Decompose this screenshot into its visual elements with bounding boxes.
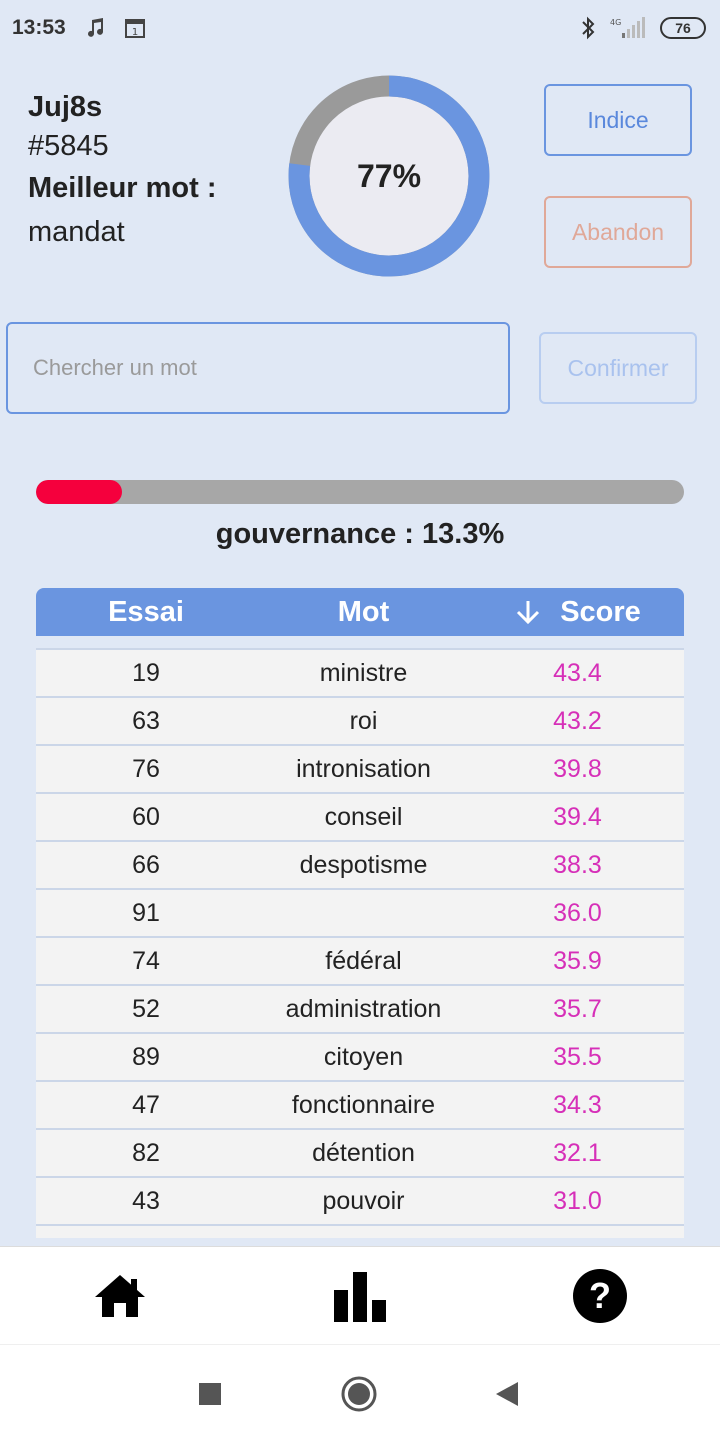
table-row: 82 détention 32.1 <box>36 1128 684 1176</box>
cell-essai: 47 <box>132 1090 160 1119</box>
cell-essai: 89 <box>132 1042 160 1071</box>
cell-mot: roi <box>349 706 378 735</box>
table-row: 43 pouvoir 31.0 <box>36 1176 684 1224</box>
cell-score: 39.8 <box>553 754 602 783</box>
table-row: 91 36.0 <box>36 888 684 936</box>
gauge-label: 77% <box>356 157 422 194</box>
nav-stats-button[interactable] <box>325 1261 395 1331</box>
table-row: 52 administration 35.7 <box>36 984 684 1032</box>
table-row: 19 ministre 43.4 <box>36 648 684 696</box>
recent-apps-icon <box>199 1383 221 1405</box>
cell-essai: 91 <box>132 898 160 927</box>
svg-text:1: 1 <box>132 27 138 38</box>
network-type: 4G <box>610 18 621 27</box>
help-icon: ? <box>573 1269 627 1323</box>
cell-mot: citoyen <box>323 1042 404 1071</box>
header-mot[interactable]: Mot <box>337 595 390 628</box>
bottom-nav: ? <box>0 1246 720 1344</box>
back-button[interactable] <box>482 1369 532 1419</box>
cell-essai: 66 <box>132 850 160 879</box>
cell-score: 43.4 <box>553 658 602 687</box>
nav-home-button[interactable] <box>85 1261 155 1331</box>
confirm-button[interactable]: Confirmer <box>539 332 697 404</box>
cell-score: 32.1 <box>553 1138 602 1167</box>
calendar-icon: 1 <box>124 17 146 39</box>
nav-help-button[interactable]: ? <box>565 1261 635 1331</box>
table-body: 19 ministre 43.4 63 roi 43.2 76 intronisation 39… <box>36 648 684 1238</box>
last-guess-progress-fill <box>36 480 123 504</box>
table-row: 47 fonctionnaire 34.3 <box>36 1080 684 1128</box>
cell-mot: pouvoir <box>322 1186 405 1215</box>
cell-mot: fédéral <box>325 946 402 975</box>
table-header: Essai Mot Score <box>36 588 684 636</box>
give-up-button[interactable]: Abandon <box>544 196 692 268</box>
guesses-table[interactable]: Essai Mot Score 19 ministre 43.4 63 roi 43.2 7… <box>36 588 684 1238</box>
table-row: 76 intronisation 39.8 <box>36 744 684 792</box>
home-icon <box>95 1275 145 1317</box>
music-note-icon <box>84 17 106 39</box>
back-icon <box>496 1382 518 1406</box>
cell-score: 38.3 <box>553 850 602 879</box>
home-circle-icon <box>341 1376 377 1412</box>
header-essai[interactable]: Essai <box>108 595 184 628</box>
cell-essai: 63 <box>132 706 160 735</box>
table-row: 60 conseil 39.4 <box>36 792 684 840</box>
last-guess-progress-track <box>36 480 684 504</box>
gauge-center <box>299 86 479 266</box>
cell-score: 35.5 <box>553 1042 602 1071</box>
search-input[interactable] <box>6 322 510 414</box>
cell-score: 35.7 <box>553 994 602 1023</box>
best-word-label: Meilleur mot : <box>28 172 217 204</box>
hint-button[interactable]: Indice <box>544 84 692 156</box>
cell-score: 35.9 <box>553 946 602 975</box>
best-word: mandat <box>28 216 125 248</box>
cell-mot: despotisme <box>299 850 428 879</box>
table-row: 74 fédéral 35.9 <box>36 936 684 984</box>
cell-score: 36.0 <box>553 898 602 927</box>
cell-essai: 19 <box>132 658 160 687</box>
header-score[interactable]: Score <box>471 596 684 629</box>
status-right: 4G 76 <box>580 16 706 40</box>
game-number: #5845 <box>28 130 109 162</box>
table-row: 89 citoyen 35.5 <box>36 1032 684 1080</box>
cell-score: 31.0 <box>553 1186 602 1215</box>
cell-score: 43.2 <box>553 706 602 735</box>
cell-mot: ministre <box>319 658 408 687</box>
svg-text:?: ? <box>589 1275 611 1316</box>
cell-essai: 43 <box>132 1186 160 1215</box>
last-guess-label: gouvernance : 13.3% <box>215 518 505 550</box>
recent-apps-button[interactable] <box>185 1369 235 1419</box>
cell-mot: fonctionnaire <box>291 1090 436 1119</box>
table-row-partial <box>36 1224 684 1238</box>
cell-mot: intronisation <box>296 754 431 783</box>
cell-score: 39.4 <box>553 802 602 831</box>
table-row: 63 roi 43.2 <box>36 696 684 744</box>
bluetooth-icon <box>580 16 596 40</box>
gauge-fill <box>288 75 490 277</box>
battery-indicator: 76 <box>660 17 706 39</box>
cell-essai: 76 <box>132 754 160 783</box>
cell-essai: 74 <box>132 946 160 975</box>
system-home-button[interactable] <box>334 1369 384 1419</box>
table-row: 66 despotisme 38.3 <box>36 840 684 888</box>
stats-icon <box>334 1272 386 1322</box>
status-left: 13:53 1 <box>12 16 146 40</box>
cell-essai: 82 <box>132 1138 160 1167</box>
cell-score: 34.3 <box>553 1090 602 1119</box>
cell-mot: détention <box>312 1138 415 1167</box>
status-time: 13:53 <box>12 16 66 39</box>
cell-essai: 52 <box>132 994 160 1023</box>
player-info: Juj8s #5845 Meilleur mot : mandat <box>28 90 217 256</box>
status-bar: 13:53 1 4G 76 <box>0 0 720 56</box>
progress-gauge: 77% <box>288 75 490 277</box>
header-score-label: Score <box>560 595 641 628</box>
player-name: Juj8s <box>28 91 103 123</box>
cell-mot: administration <box>285 994 442 1023</box>
gauge-ring <box>288 75 490 277</box>
cell-essai: 60 <box>132 802 160 831</box>
cell-mot: conseil <box>324 802 403 831</box>
system-nav <box>0 1344 720 1440</box>
signal-icon: 4G <box>608 16 648 40</box>
arrow-down-icon <box>517 601 540 625</box>
